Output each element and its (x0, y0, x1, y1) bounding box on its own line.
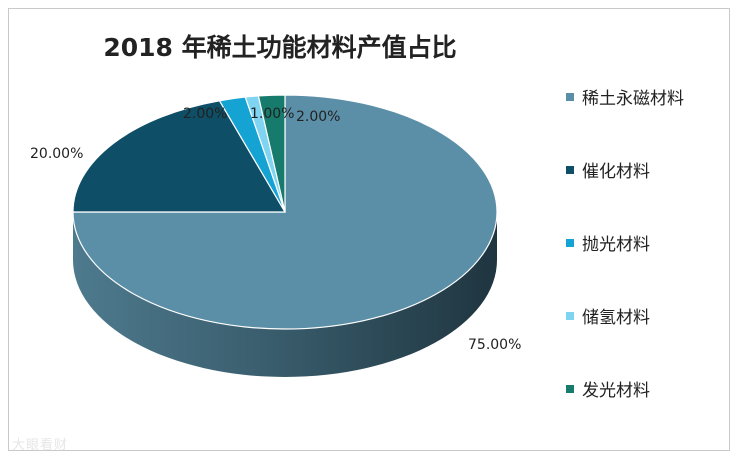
legend-item-3: 抛光材料 (566, 230, 650, 255)
legend-label: 催化材料 (582, 162, 650, 182)
data-label-4: 1.00% (250, 106, 294, 122)
pie-slice-1 (72, 94, 498, 330)
watermark: 大眼看财 (12, 438, 69, 453)
legend-label: 抛光材料 (582, 235, 650, 255)
pie-slice-5 (257, 94, 286, 213)
legend-label: 储氢材料 (582, 308, 650, 328)
pie-top (72, 94, 498, 330)
pie-side-wall (73, 212, 497, 377)
legend-swatch (566, 238, 574, 247)
data-label-2: 20.00% (30, 146, 83, 162)
data-label-5: 2.00% (296, 109, 340, 125)
legend-swatch (566, 384, 574, 393)
pie-slice-2 (72, 100, 287, 213)
pie-labels: 75.00%20.00%2.00% 1.00% 2.00% (30, 106, 521, 353)
legend-item-1: 稀土永磁材料 (566, 84, 684, 109)
legend-swatch (566, 165, 574, 174)
chart-title: 2018 年稀土功能材料产值占比 (103, 33, 457, 62)
legend-swatch (566, 92, 574, 101)
legend-item-5: 发光材料 (566, 376, 650, 401)
data-label-1: 75.00% (468, 337, 521, 353)
pie-side (73, 212, 497, 377)
data-label-3: 2.00% (183, 106, 227, 122)
legend-label: 稀土永磁材料 (582, 89, 684, 109)
legend-label: 发光材料 (582, 381, 650, 401)
legend-item-2: 催化材料 (566, 157, 650, 182)
legend-item-4: 储氢材料 (566, 303, 650, 328)
legend-swatch (566, 311, 574, 320)
